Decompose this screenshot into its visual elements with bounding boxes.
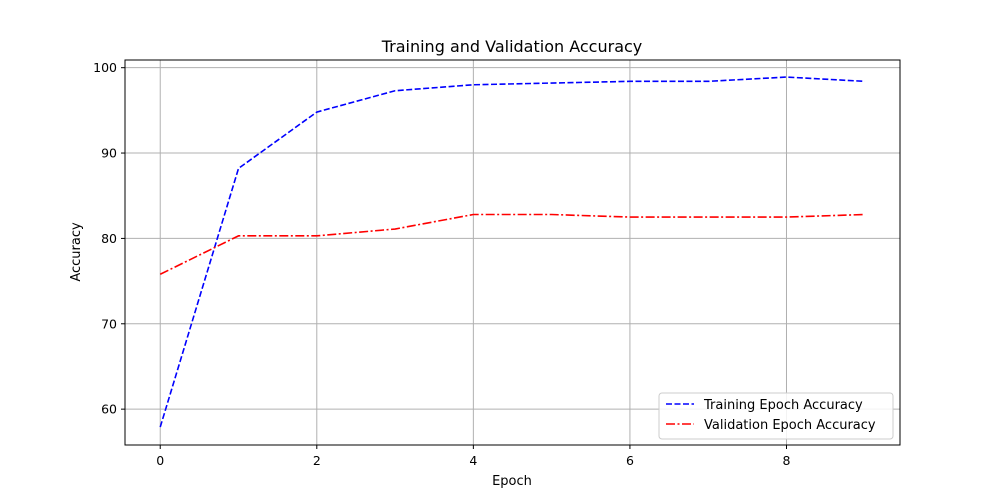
y-axis-label: Accuracy [69, 222, 84, 282]
legend-box [658, 392, 894, 440]
y-tick-label: 100 [93, 60, 117, 75]
y-tick-label: 70 [101, 316, 117, 331]
legend-label-training: Training Epoch Accuracy [703, 398, 863, 413]
x-tick-label: 0 [156, 453, 164, 468]
chart-title: Training and Validation Accuracy [381, 37, 643, 56]
validation-accuracy-line [159, 213, 865, 275]
x-tick-label: 8 [783, 453, 791, 468]
y-tick-label: 60 [101, 402, 117, 417]
grid-lines [125, 60, 900, 445]
x-axis-ticks: 0 2 4 6 8 [156, 445, 791, 468]
y-tick-label: 80 [101, 231, 117, 246]
x-tick-label: 2 [313, 453, 321, 468]
training-accuracy-line [159, 76, 865, 428]
y-axis-ticks: 60 70 80 90 100 [93, 60, 125, 417]
y-tick-label: 90 [101, 146, 117, 161]
plot-frame [124, 59, 901, 446]
x-axis-label: Epoch [492, 474, 532, 489]
legend-label-validation: Validation Epoch Accuracy [704, 418, 876, 433]
x-tick-label: 4 [469, 453, 477, 468]
x-tick-label: 6 [626, 453, 634, 468]
legend: Training Epoch Accuracy Validation Epoch… [658, 392, 894, 440]
series-layer [159, 76, 865, 428]
